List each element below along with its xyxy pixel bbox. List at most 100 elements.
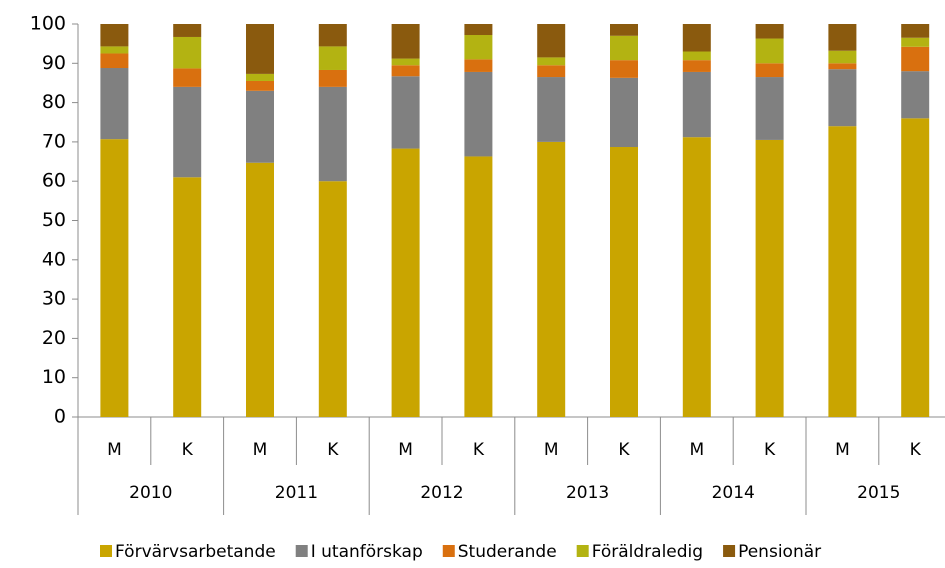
- bar-segment: [682, 137, 711, 417]
- bar-segment: [537, 57, 566, 66]
- x-tick-label: M: [835, 440, 850, 460]
- bar-segment: [246, 73, 274, 81]
- bar-segment: [464, 71, 493, 157]
- legend-label: Föräldraledig: [592, 542, 703, 562]
- bar-segment: [464, 59, 493, 72]
- bar-segment: [464, 156, 493, 418]
- bar-segment: [828, 24, 857, 51]
- bar-segment: [173, 86, 202, 178]
- bar-segment: [173, 68, 202, 87]
- legend-label: I utanförskap: [311, 542, 423, 562]
- legend-swatch: [295, 545, 308, 557]
- bar-segment: [100, 139, 129, 418]
- group-label: 2013: [566, 483, 609, 503]
- bar-segment: [537, 141, 566, 417]
- bar-segment: [464, 24, 493, 36]
- bar-segment: [755, 63, 784, 78]
- bar-segment: [828, 126, 857, 418]
- y-tick-label: 90: [42, 52, 66, 74]
- bar-segment: [537, 24, 566, 58]
- bar-segment: [391, 76, 420, 149]
- legend-swatch: [442, 545, 455, 557]
- bar-segment: [901, 37, 930, 47]
- bar-segment: [100, 46, 129, 54]
- y-tick-label: 50: [42, 209, 66, 231]
- x-tick-label: K: [473, 440, 485, 460]
- x-tick-label: K: [910, 440, 922, 460]
- group-label: 2011: [275, 483, 318, 503]
- x-tick-label: M: [253, 440, 268, 460]
- x-tick-label: K: [764, 440, 776, 460]
- bar-segment: [391, 24, 420, 59]
- bar-segment: [610, 24, 638, 36]
- x-tick-label: K: [618, 440, 630, 460]
- bar-segment: [318, 46, 347, 70]
- bar-segment: [828, 50, 857, 64]
- bar-segment: [682, 71, 711, 138]
- group-label: 2010: [129, 483, 172, 503]
- bar-segment: [100, 24, 129, 47]
- x-tick-label: K: [182, 440, 194, 460]
- legend-label: Pensionär: [738, 542, 821, 562]
- y-tick-label: 40: [42, 248, 66, 270]
- bar-segment: [901, 24, 930, 38]
- bar-segment: [682, 24, 711, 52]
- x-tick-label: M: [544, 440, 559, 460]
- bar-segment: [682, 60, 711, 72]
- bar-segment: [391, 65, 420, 77]
- bar-segment: [610, 147, 638, 417]
- bar-segment: [755, 139, 784, 417]
- legend-swatch: [100, 545, 112, 557]
- bar-segment: [246, 80, 274, 91]
- x-tick-label: M: [107, 440, 122, 460]
- bar-segment: [682, 51, 711, 61]
- bar-segment: [610, 60, 638, 78]
- bar-segment: [173, 177, 202, 417]
- bar-segment: [828, 69, 857, 127]
- bar-segment: [173, 36, 202, 69]
- bar-segment: [318, 181, 347, 417]
- bar-segment: [755, 38, 784, 64]
- group-label: 2015: [857, 483, 900, 503]
- bar-segment: [901, 71, 930, 119]
- legend-label: Förvärvsarbetande: [115, 542, 276, 562]
- bar-segment: [318, 69, 347, 87]
- bar-segment: [464, 35, 493, 60]
- bar-segment: [391, 148, 420, 417]
- bar-segment: [901, 46, 930, 72]
- legend-swatch: [723, 545, 736, 557]
- x-tick-label: K: [327, 440, 339, 460]
- y-tick-label: 100: [30, 13, 66, 35]
- bar-segment: [246, 90, 274, 163]
- bar-segment: [537, 65, 566, 78]
- x-tick-label: M: [398, 440, 413, 460]
- y-tick-label: 0: [54, 406, 66, 428]
- bar-segment: [173, 24, 202, 37]
- group-label: 2014: [712, 483, 755, 503]
- y-tick-label: 60: [42, 170, 66, 192]
- legend-label: Studerande: [458, 542, 557, 562]
- x-tick-label: M: [689, 440, 704, 460]
- bar-segment: [246, 162, 274, 417]
- bar-segment: [610, 35, 638, 61]
- bar-segment: [828, 63, 857, 70]
- legend-swatch: [576, 545, 589, 557]
- bar-segment: [391, 58, 420, 66]
- bar-segment: [755, 24, 784, 39]
- bar-segment: [318, 86, 347, 182]
- y-tick-label: 10: [42, 366, 66, 388]
- group-label: 2012: [420, 483, 463, 503]
- bar-segment: [100, 68, 129, 140]
- bar-segment: [318, 24, 347, 47]
- bar-segment: [537, 77, 566, 142]
- bar-segment: [246, 24, 274, 74]
- bar-segment: [100, 53, 129, 69]
- y-tick-label: 80: [42, 91, 66, 113]
- bar-segment: [901, 118, 930, 417]
- y-tick-label: 20: [42, 327, 66, 349]
- bar-segment: [755, 77, 784, 140]
- bar-segment: [610, 77, 638, 148]
- y-tick-label: 30: [42, 288, 66, 310]
- y-tick-label: 70: [42, 130, 66, 152]
